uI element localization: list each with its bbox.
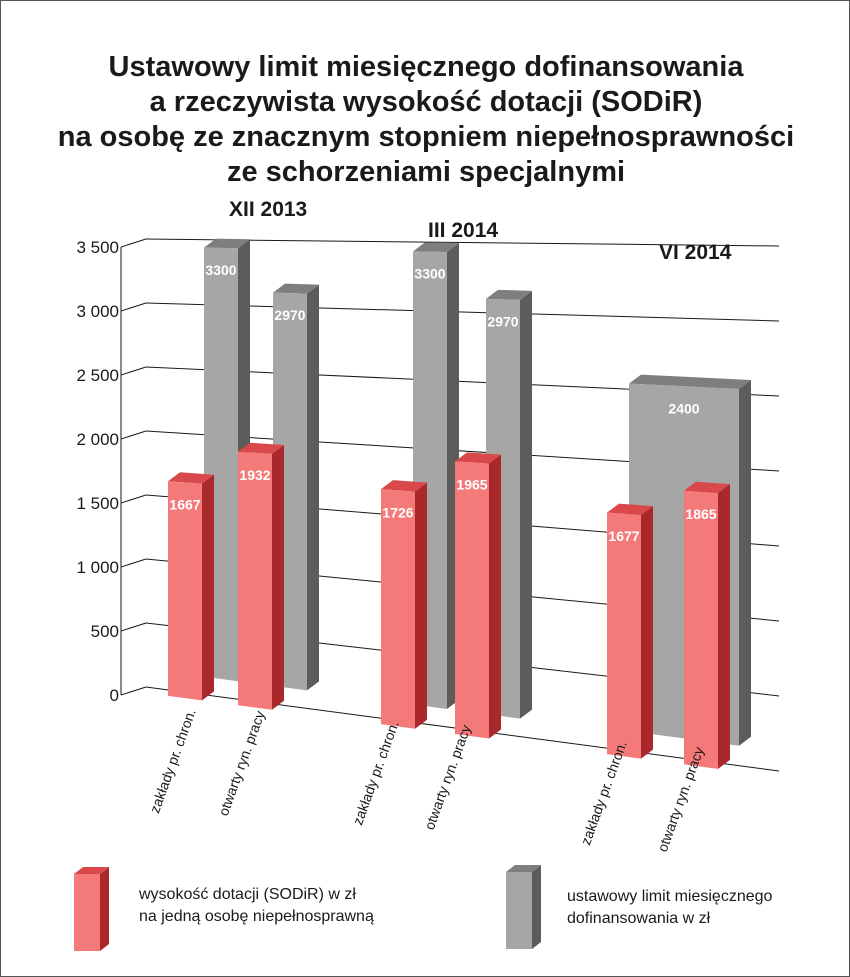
dotation-bar (238, 451, 272, 710)
dotation-bar-top (684, 481, 730, 494)
limit-bar-value-label: 3300 (205, 262, 236, 278)
dotation-bar-side (718, 484, 730, 769)
dotation-bar-side (272, 444, 284, 710)
legend-swatch-dotation-top (74, 867, 109, 874)
dotation-bar-top (607, 503, 653, 516)
limit-bar-top (629, 374, 751, 390)
limit-bar-value-label: 3300 (414, 266, 445, 282)
legend-swatch-limit-side (532, 865, 541, 949)
limit-bar-top (486, 289, 532, 300)
y-tick-mark (120, 430, 147, 440)
dotation-bar (607, 512, 641, 759)
x-tick-label: zakłady pr. chron. (349, 719, 402, 828)
dotation-bar-value-label: 1965 (456, 476, 487, 492)
legend-label-limit: dofinansowania w zł (567, 910, 711, 927)
gridline (145, 238, 780, 247)
y-axis-ticks: 0 500 1 000 1 500 2 000 2 500 3 000 3 500 (76, 238, 119, 705)
dotation-bar-top (168, 472, 214, 484)
legend-swatch-dotation (74, 874, 100, 951)
bar-layer: 3300 2970 3300 2970 2400 1667 1932 1726 1965 1677… (168, 238, 751, 769)
dotation-bar-side (641, 506, 653, 759)
x-tick-label: zakłady pr. chron. (146, 707, 199, 816)
dotation-bar-top (238, 442, 284, 454)
y-tick-mark (120, 558, 147, 568)
y-tick-label: 1 500 (76, 494, 119, 513)
dotation-bar-side (489, 454, 501, 739)
y-tick-mark (120, 622, 147, 632)
x-tick-label: otwarty ryn. pracy (421, 723, 474, 832)
limit-bar-value-label: 2400 (668, 400, 699, 416)
dotation-bar-side (415, 482, 427, 729)
dotation-bar-value-label: 1667 (169, 497, 200, 513)
dotation-bar (168, 481, 202, 701)
period-label: XII 2013 (229, 198, 307, 221)
y-tick-label: 2 500 (76, 366, 119, 385)
y-tick-label: 3 000 (76, 302, 119, 321)
limit-bar-side (520, 290, 532, 719)
y-tick-label: 0 (110, 686, 119, 705)
chart-title: Ustawowy limit miesięcznego dofinansowan… (58, 51, 794, 188)
title-line-3: na osobę ze znacznym stopniem niepełnosp… (58, 121, 794, 153)
limit-bar-value-label: 2970 (274, 307, 305, 323)
dotation-bar (381, 489, 415, 729)
legend-swatch-limit-top (506, 865, 541, 872)
dotation-bar-side (202, 474, 214, 701)
y-tick-mark (120, 686, 147, 696)
dotation-bar-value-label: 1865 (685, 506, 716, 522)
title-line-1: Ustawowy limit miesięcznego dofinansowan… (109, 51, 745, 83)
y-tick-label: 2 000 (76, 430, 119, 449)
dotation-bar-value-label: 1677 (608, 528, 639, 544)
legend-swatch-limit (506, 872, 532, 949)
dotation-bar (684, 490, 718, 769)
period-label: VI 2014 (659, 241, 732, 264)
period-label: III 2014 (428, 219, 498, 242)
dotation-bar-value-label: 1726 (382, 504, 413, 520)
y-tick-mark (120, 494, 147, 504)
legend-swatch-dotation-side (100, 867, 109, 951)
legend-label-dotation: wysokość dotacji (SODiR) w zł (138, 886, 356, 903)
dotation-bar-top (381, 480, 427, 492)
x-tick-label: otwarty ryn. pracy (654, 745, 707, 854)
y-tick-mark (120, 238, 147, 248)
x-tick-label: otwarty ryn. pracy (215, 709, 268, 818)
dotation-bar-value-label: 1932 (239, 467, 270, 483)
y-tick-label: 1 000 (76, 558, 119, 577)
title-line-2: a rzeczywista wysokość dotacji (SODiR) (150, 86, 703, 118)
dotation-bar-top (455, 452, 501, 464)
limit-bar-side (739, 380, 751, 746)
gridline (145, 302, 780, 322)
period-labels: XII 2013 III 2014 VI 2014 (229, 198, 732, 264)
x-tick-label: zakłady pr. chron. (577, 739, 630, 848)
legend: wysokość dotacji (SODiR) w zł na jedną os… (74, 865, 773, 951)
y-tick-label: 500 (91, 622, 119, 641)
limit-bar-top (273, 283, 319, 294)
legend-label-limit: ustawowy limit miesięcznego (567, 888, 773, 905)
limit-bar-top (204, 238, 250, 249)
legend-label-dotation: na jedną osobę niepełnosprawną (139, 908, 374, 925)
dotation-bar (455, 461, 489, 739)
limit-bar-top (413, 242, 459, 253)
y-tick-label: 3 500 (76, 238, 119, 257)
title-line-4: ze schorzeniami specjalnymi (227, 156, 625, 188)
limit-bar-value-label: 2970 (487, 313, 518, 329)
y-tick-mark (120, 302, 147, 312)
y-tick-mark (120, 366, 147, 376)
limit-bar-side (307, 284, 319, 691)
